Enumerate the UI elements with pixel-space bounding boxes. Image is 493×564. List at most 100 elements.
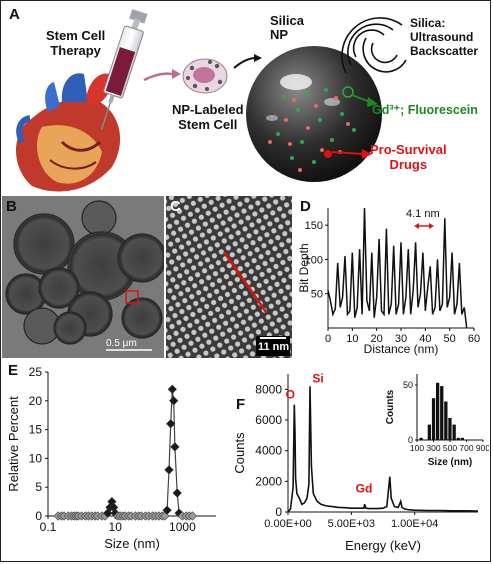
x-tick-label: 20 <box>371 333 383 345</box>
panel-b-label: B <box>6 198 17 215</box>
x-tick-label: 900 <box>476 443 489 453</box>
x-tick-label: 100 <box>410 443 424 453</box>
series-line <box>287 386 479 513</box>
y-tick-label: 150 <box>305 220 323 232</box>
panel-d-annotation: 4.1 nm <box>406 208 440 220</box>
y-tick-label: 0 <box>35 509 42 523</box>
x-tick-label: 40 <box>419 333 431 345</box>
panel-c-label: C <box>170 198 181 215</box>
histogram-bar <box>452 424 456 440</box>
series-line <box>327 207 468 329</box>
panel-e: E 0.1 10 1000 0 5 10 15 20 25 Size (nm) Relative P… <box>2 360 228 560</box>
panel-b: B 0.5 μm <box>2 196 164 358</box>
histogram-bar <box>431 398 436 440</box>
data-point <box>187 511 198 521</box>
ultrasound-backscatter-label: Silica: Ultrasound Backscatter <box>410 16 479 58</box>
x-tick-label: 700 <box>459 443 473 453</box>
x-tick-label: 10 <box>346 333 358 345</box>
panel-f-label: F <box>236 396 246 413</box>
gd-fluorescein-label: Gd³⁺; Fluorescein <box>372 103 478 117</box>
y-tick-label: 8000 <box>255 382 282 396</box>
x-axis-label: Size (nm) <box>428 457 472 468</box>
x-tick-label: 5.00E+03 <box>328 518 375 530</box>
x-axis-label: Size (nm) <box>104 536 160 551</box>
panel-c: C 11 nm <box>166 196 292 358</box>
y-tick-label: 50 <box>403 380 413 390</box>
y-tick-label: 6000 <box>255 413 282 427</box>
peak-label: Si <box>312 371 323 385</box>
histogram-bar <box>427 424 431 440</box>
histogram-bar <box>448 418 452 440</box>
histogram-bar <box>460 437 464 440</box>
panel-a-illustration <box>16 9 407 192</box>
panel-c-scalebar: 11 nm <box>258 341 290 353</box>
y-tick-label: 20 <box>29 394 43 408</box>
x-tick-label: 0.1 <box>40 520 57 534</box>
data-point <box>166 419 176 429</box>
data-point <box>167 384 177 394</box>
ultrasound-waves-icon <box>341 17 407 74</box>
hrtem-micrograph <box>166 196 292 358</box>
panel-b-scalebar: 0.5 μm <box>106 338 137 349</box>
y-tick-label: 0 <box>408 435 413 445</box>
histogram-bar <box>456 437 460 440</box>
tem-micrograph <box>2 196 164 358</box>
panel-a-label: A <box>9 6 20 23</box>
x-tick-label: 0 <box>325 333 331 345</box>
histogram-bar <box>419 437 423 440</box>
y-axis-label: Relative Percent <box>6 396 21 492</box>
panel-e-label: E <box>8 362 19 379</box>
histogram-bar <box>436 382 440 440</box>
pro-survival-drugs-label: Pro-Survival Drugs <box>370 142 447 172</box>
panel-d: D 0 10 20 30 40 50 60 50 100 150 Distance (nm) Bit … <box>294 196 489 358</box>
peak-label: Gd <box>356 481 373 495</box>
x-tick-label: 1.00E+04 <box>391 518 438 530</box>
syringe-illustration <box>100 9 148 130</box>
y-axis-label: Counts <box>385 389 396 424</box>
y-tick-label: 25 <box>29 365 43 379</box>
x-axis-label: Distance (nm) <box>364 342 439 356</box>
data-point <box>170 442 180 452</box>
panel-e-chart: 0.1 10 1000 0 5 10 15 20 25 Size (nm) Relative Per… <box>6 365 216 551</box>
y-tick-label: 5 <box>35 480 42 494</box>
y-tick-label: 2000 <box>255 474 282 488</box>
x-tick-label: 50 <box>444 333 456 345</box>
x-tick-label: 0.00E+00 <box>264 518 311 530</box>
annotation-arrowhead-left <box>414 223 419 229</box>
stem-cell-therapy-label: Stem Cell Therapy <box>46 28 106 58</box>
np-labeled-stem-cell-label: NP-Labeled Stem Cell <box>172 102 244 132</box>
x-axis-label: Energy (keV) <box>345 538 421 553</box>
panel-g-chart: 100 300 500 700 900 0 50 Size (nm) Counts <box>379 360 489 472</box>
x-tick-label: 500 <box>443 443 457 453</box>
data-point <box>169 396 179 406</box>
y-tick-label: 0 <box>275 505 282 519</box>
y-axis-label: Bit Depth <box>297 243 311 292</box>
stem-cell-illustration <box>182 58 228 94</box>
histogram-bar <box>444 401 448 440</box>
x-tick-label: 60 <box>468 333 480 345</box>
data-point <box>164 465 174 475</box>
heart-illustration <box>16 73 121 192</box>
panel-d-chart: 0 10 20 30 40 50 60 50 100 150 Distance (nm) Bit De… <box>297 207 480 356</box>
silica-np-sphere <box>246 46 382 182</box>
y-tick-label: 4000 <box>255 444 282 458</box>
silica-np-label: Silica NP <box>270 13 304 42</box>
x-tick-label: 30 <box>395 333 407 345</box>
histogram-bar <box>440 386 444 440</box>
y-axis-label: Counts <box>232 432 247 474</box>
panel-f: F 0.00E+00 5.00E+03 1.00E+04 0 2000 4000 6000 8… <box>230 360 489 560</box>
y-tick-label: 10 <box>29 451 43 465</box>
y-tick-label: 100 <box>305 254 323 266</box>
panel-d-label: D <box>300 198 311 215</box>
x-tick-label: 300 <box>426 443 440 453</box>
y-tick-label: 50 <box>311 289 323 301</box>
series-line <box>58 389 193 517</box>
peak-label: O <box>286 388 295 402</box>
panel-a: A <box>2 2 489 194</box>
annotation-arrowhead-right <box>429 223 434 229</box>
data-point <box>162 505 172 515</box>
data-point <box>172 488 182 498</box>
x-tick-label: 10 <box>109 520 123 534</box>
y-tick-label: 15 <box>29 423 43 437</box>
